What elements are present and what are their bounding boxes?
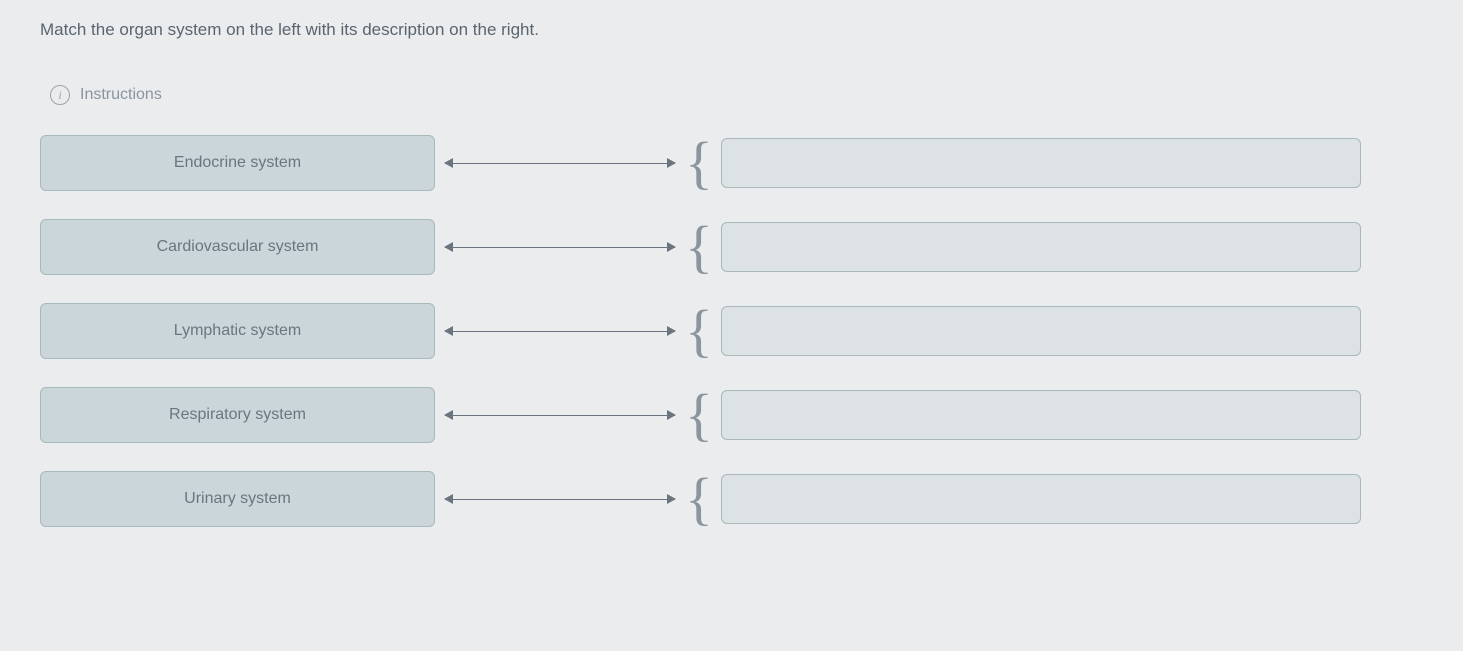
match-connector [445, 498, 675, 500]
match-connector [445, 162, 675, 164]
brace-icon: { [685, 395, 713, 436]
brace-icon: { [685, 479, 713, 520]
info-icon: i [50, 85, 70, 105]
match-left-item[interactable]: Endocrine system [40, 135, 435, 191]
match-connector [445, 330, 675, 332]
question-prompt: Match the organ system on the left with … [40, 20, 1423, 40]
match-connector [445, 414, 675, 416]
match-row: Cardiovascular system { [40, 219, 1423, 275]
brace-icon: { [685, 227, 713, 268]
match-left-item[interactable]: Cardiovascular system [40, 219, 435, 275]
match-drop-target[interactable] [721, 222, 1361, 272]
brace-icon: { [685, 143, 713, 184]
match-drop-target[interactable] [721, 390, 1361, 440]
match-row: Urinary system { [40, 471, 1423, 527]
match-row: Endocrine system { [40, 135, 1423, 191]
brace-icon: { [685, 311, 713, 352]
match-connector [445, 246, 675, 248]
match-drop-target[interactable] [721, 138, 1361, 188]
match-drop-target[interactable] [721, 306, 1361, 356]
instructions-label: Instructions [80, 86, 162, 104]
match-drop-target[interactable] [721, 474, 1361, 524]
match-left-item[interactable]: Urinary system [40, 471, 435, 527]
match-row: Respiratory system { [40, 387, 1423, 443]
match-container: Endocrine system { Cardiovascular system… [40, 135, 1423, 527]
match-left-item[interactable]: Respiratory system [40, 387, 435, 443]
match-row: Lymphatic system { [40, 303, 1423, 359]
instructions-row[interactable]: i Instructions [40, 85, 1423, 105]
match-left-item[interactable]: Lymphatic system [40, 303, 435, 359]
